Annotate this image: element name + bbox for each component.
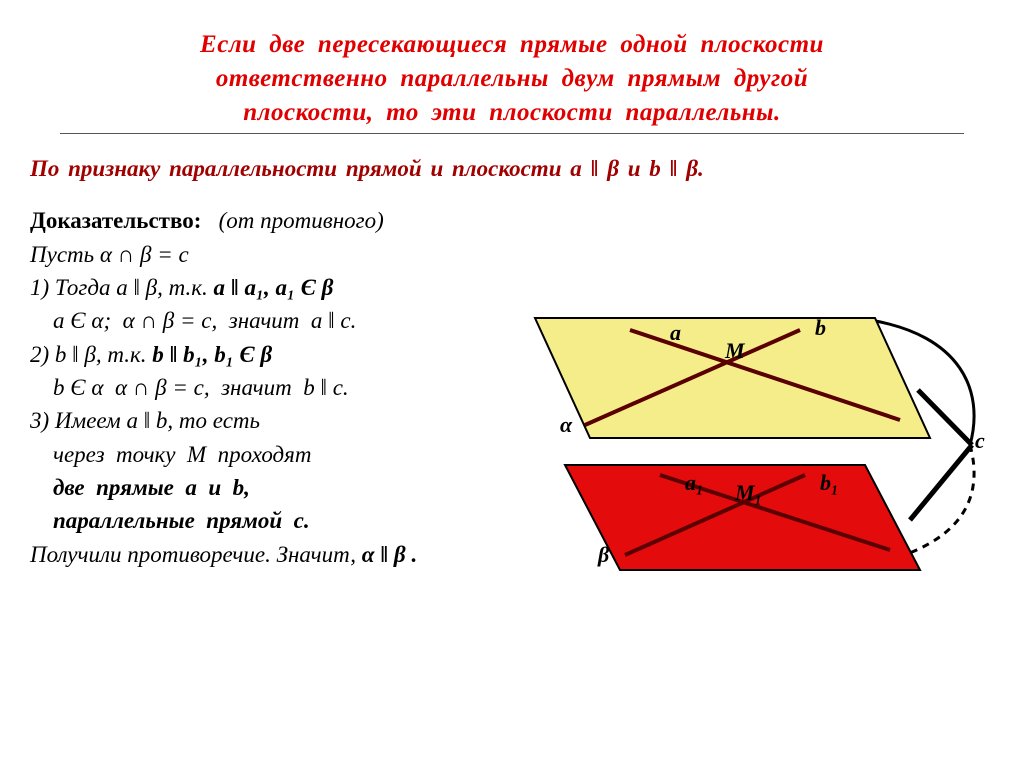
label-a1: a₁ bbox=[685, 470, 704, 495]
proof-l4b: b ‖ b₁, b₁ Є β bbox=[152, 342, 272, 367]
lemma-text: По признаку параллельности прямой и плос… bbox=[0, 134, 1024, 182]
proof-l2a: 1) Тогда а ‖ β, т.к. bbox=[30, 275, 214, 300]
title-line3: плоскости, то эти плоскости параллельны. bbox=[243, 99, 781, 126]
proof-l7: через точку М проходят bbox=[30, 442, 311, 467]
proof-l5: b Є α α ∩ β = с, значит b ‖ с. bbox=[30, 375, 349, 400]
label-b: b bbox=[815, 315, 826, 340]
proof-method: (от противного) bbox=[219, 208, 384, 233]
line-c-bottom bbox=[910, 445, 972, 520]
proof-header: Доказательство: bbox=[30, 208, 201, 233]
proof-l8: две прямые а и b, bbox=[30, 475, 250, 500]
label-c: c bbox=[975, 428, 985, 453]
label-M1: M₁ bbox=[734, 480, 762, 505]
label-beta: β bbox=[597, 542, 610, 567]
proof-l2b: а ‖ а₁, а₁ Є β bbox=[214, 275, 334, 300]
label-a: a bbox=[670, 320, 681, 345]
proof-l1: Пусть α ∩ β = с bbox=[30, 242, 189, 267]
proof-l3: а Є α; α ∩ β = с, значит а ‖ с. bbox=[30, 308, 356, 333]
proof-l9: параллельные прямой с. bbox=[30, 508, 310, 533]
proof-l10b: α ‖ β . bbox=[362, 542, 417, 567]
title-line1: Если две пересекающиеся прямые одной пло… bbox=[200, 31, 824, 58]
proof-l4a: 2) b ‖ β, т.к. bbox=[30, 342, 152, 367]
label-b1: b₁ bbox=[820, 470, 839, 495]
label-M: M bbox=[724, 338, 746, 363]
theorem-title: Если две пересекающиеся прямые одной пло… bbox=[0, 0, 1024, 129]
label-alpha: α bbox=[560, 412, 573, 437]
proof-l10a: Получили противоречие. Значит, bbox=[30, 542, 362, 567]
planes-diagram: a b M α a₁ b₁ M₁ β c bbox=[470, 290, 1010, 590]
title-line2: ответственно параллельны двум прямым дру… bbox=[216, 65, 808, 92]
proof-l6: 3) Имеем a ‖ b, то есть bbox=[30, 408, 260, 433]
